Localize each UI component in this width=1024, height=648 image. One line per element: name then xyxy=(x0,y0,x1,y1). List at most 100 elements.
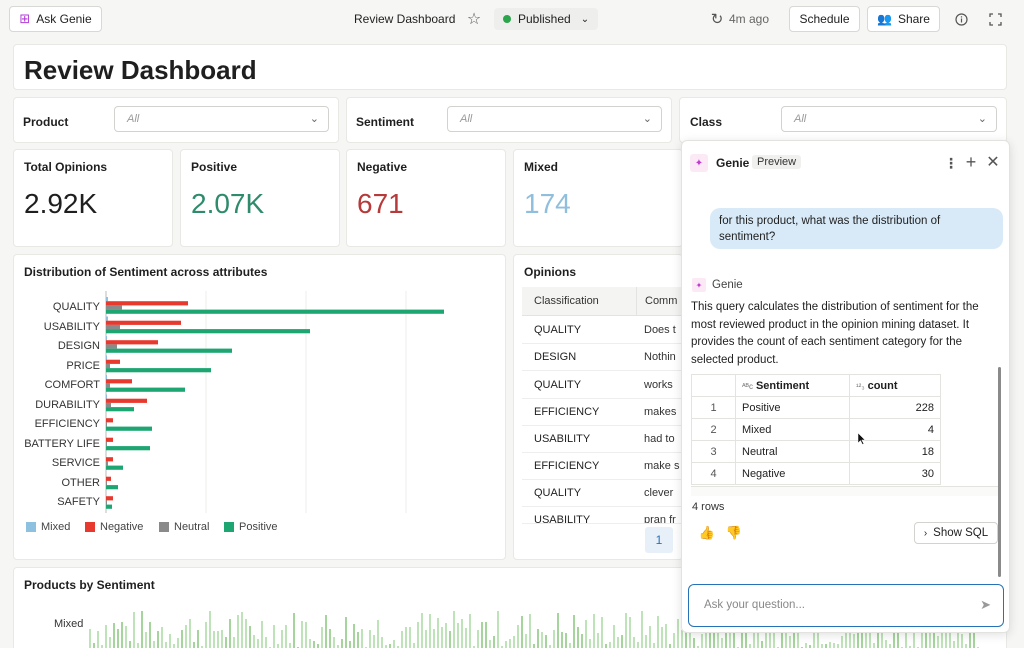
bar-neutral[interactable] xyxy=(106,422,107,427)
table-row[interactable]: EFFICIENCY make s xyxy=(522,453,682,480)
product-mark xyxy=(761,641,763,648)
fullscreen-icon[interactable] xyxy=(986,10,1004,28)
bar-positive[interactable] xyxy=(106,485,118,490)
row-count: 4 rows xyxy=(692,501,725,513)
bar-positive[interactable] xyxy=(106,407,134,412)
send-icon[interactable]: ➤ xyxy=(980,597,991,612)
column-header[interactable]: Classification xyxy=(534,295,599,307)
bar-neutral[interactable] xyxy=(106,305,122,310)
star-icon[interactable]: ☆ xyxy=(466,11,482,28)
bar-neutral[interactable] xyxy=(106,480,107,486)
question-input[interactable]: Ask your question... ➤ xyxy=(688,584,1004,627)
product-select[interactable]: All ⌄ xyxy=(114,106,329,132)
sentiment-select[interactable]: All ⌄ xyxy=(447,106,662,132)
bar-negative[interactable] xyxy=(106,457,113,462)
bar-mixed[interactable] xyxy=(106,394,107,399)
table-row[interactable]: QUALITY clever xyxy=(522,480,682,507)
schedule-button[interactable]: Schedule xyxy=(789,6,860,32)
bar-neutral[interactable] xyxy=(106,461,108,466)
product-mark xyxy=(169,634,171,648)
bar-positive[interactable] xyxy=(106,309,444,314)
column-header[interactable]: Comm xyxy=(636,287,677,315)
table-row[interactable]: QUALITY works xyxy=(522,372,682,399)
filter-sentiment-label: Sentiment xyxy=(356,115,415,129)
bar-negative[interactable] xyxy=(106,379,132,384)
info-icon[interactable] xyxy=(952,10,970,28)
product-mark xyxy=(549,645,551,648)
bar-positive[interactable] xyxy=(106,387,185,392)
mouse-cursor-icon xyxy=(857,432,866,445)
legend-swatch xyxy=(85,522,95,532)
table-row[interactable]: USABILITY pran fr xyxy=(522,508,682,524)
product-mark xyxy=(505,641,507,648)
sentiment-cell: Negative xyxy=(735,462,850,485)
bar-positive[interactable] xyxy=(106,504,112,509)
bar-negative[interactable] xyxy=(106,418,113,423)
bar-positive[interactable] xyxy=(106,446,150,451)
class-select[interactable]: All ⌄ xyxy=(781,106,997,132)
kpi-positive: Positive 2.07K xyxy=(180,149,340,247)
table-row[interactable]: QUALITY Does t xyxy=(522,317,682,344)
show-sql-button[interactable]: › Show SQL xyxy=(914,522,998,544)
bar-negative[interactable] xyxy=(106,340,158,345)
bar-positive[interactable] xyxy=(106,465,123,470)
bar-mixed[interactable] xyxy=(106,297,108,302)
kpi-negative: Negative 671 xyxy=(346,149,506,247)
thumbs-down-icon[interactable]: 👎 xyxy=(725,525,743,540)
bar-mixed[interactable] xyxy=(106,375,107,380)
product-mark xyxy=(289,643,291,648)
share-button[interactable]: 👥 Share xyxy=(867,6,940,32)
bar-neutral[interactable] xyxy=(106,402,111,408)
bar-neutral[interactable] xyxy=(106,500,107,505)
product-mark xyxy=(533,644,535,648)
bar-mixed[interactable] xyxy=(106,355,107,360)
product-mark xyxy=(825,644,827,648)
product-mark xyxy=(577,627,579,648)
product-mark xyxy=(353,624,355,648)
kpi-total-opinions: Total Opinions 2.92K xyxy=(13,149,173,247)
product-mark xyxy=(953,641,955,648)
bar-negative[interactable] xyxy=(106,320,181,325)
table-row[interactable]: USABILITY had to xyxy=(522,426,682,453)
bar-neutral[interactable] xyxy=(106,383,110,388)
bar-neutral[interactable] xyxy=(106,324,120,330)
product-mark xyxy=(497,611,499,648)
thumbs-up-icon[interactable]: 👍 xyxy=(698,525,716,540)
bar-neutral[interactable] xyxy=(106,441,107,447)
bar-negative[interactable] xyxy=(106,301,188,306)
bar-positive[interactable] xyxy=(106,368,211,373)
bar-negative[interactable] xyxy=(106,496,113,501)
product-mark xyxy=(429,614,431,648)
pagination-page-1[interactable]: 1 xyxy=(645,527,673,553)
product-mark xyxy=(357,632,359,648)
product-mark xyxy=(693,638,695,648)
table-row[interactable]: EFFICIENCY makes xyxy=(522,399,682,426)
bar-positive[interactable] xyxy=(106,426,152,431)
bar-negative[interactable] xyxy=(106,476,111,481)
bar-mixed[interactable] xyxy=(106,336,107,341)
bar-neutral[interactable] xyxy=(106,363,110,369)
y-tick-label: BATTERY LIFE xyxy=(24,437,100,450)
product-mark xyxy=(773,626,775,648)
bar-negative[interactable] xyxy=(106,437,113,442)
product-mark xyxy=(189,619,191,648)
product-mark xyxy=(889,644,891,648)
column-header[interactable]: ¹²₃ count xyxy=(849,374,941,397)
bar-negative[interactable] xyxy=(106,359,120,364)
more-options-icon[interactable]: ⋮ xyxy=(944,154,958,171)
bar-mixed[interactable] xyxy=(106,316,108,321)
kpi-mixed: Mixed 174 xyxy=(513,149,683,247)
ask-genie-button[interactable]: ⊞ Ask Genie xyxy=(9,6,102,32)
table-row[interactable]: DESIGN Nothin xyxy=(522,344,682,371)
bar-negative[interactable] xyxy=(106,398,147,403)
bar-positive[interactable] xyxy=(106,329,310,334)
column-header[interactable]: ᴬᴮc Sentiment xyxy=(735,374,850,397)
published-status-dropdown[interactable]: Published ⌄ xyxy=(494,8,598,30)
bar-neutral[interactable] xyxy=(106,344,117,349)
scrollbar[interactable] xyxy=(998,367,1001,577)
bar-positive[interactable] xyxy=(106,348,232,353)
close-icon[interactable]: ✕ xyxy=(986,154,1000,171)
product-mark xyxy=(277,644,279,648)
refresh-icon[interactable]: ↻ xyxy=(710,11,724,28)
new-chat-icon[interactable]: + xyxy=(965,151,977,172)
